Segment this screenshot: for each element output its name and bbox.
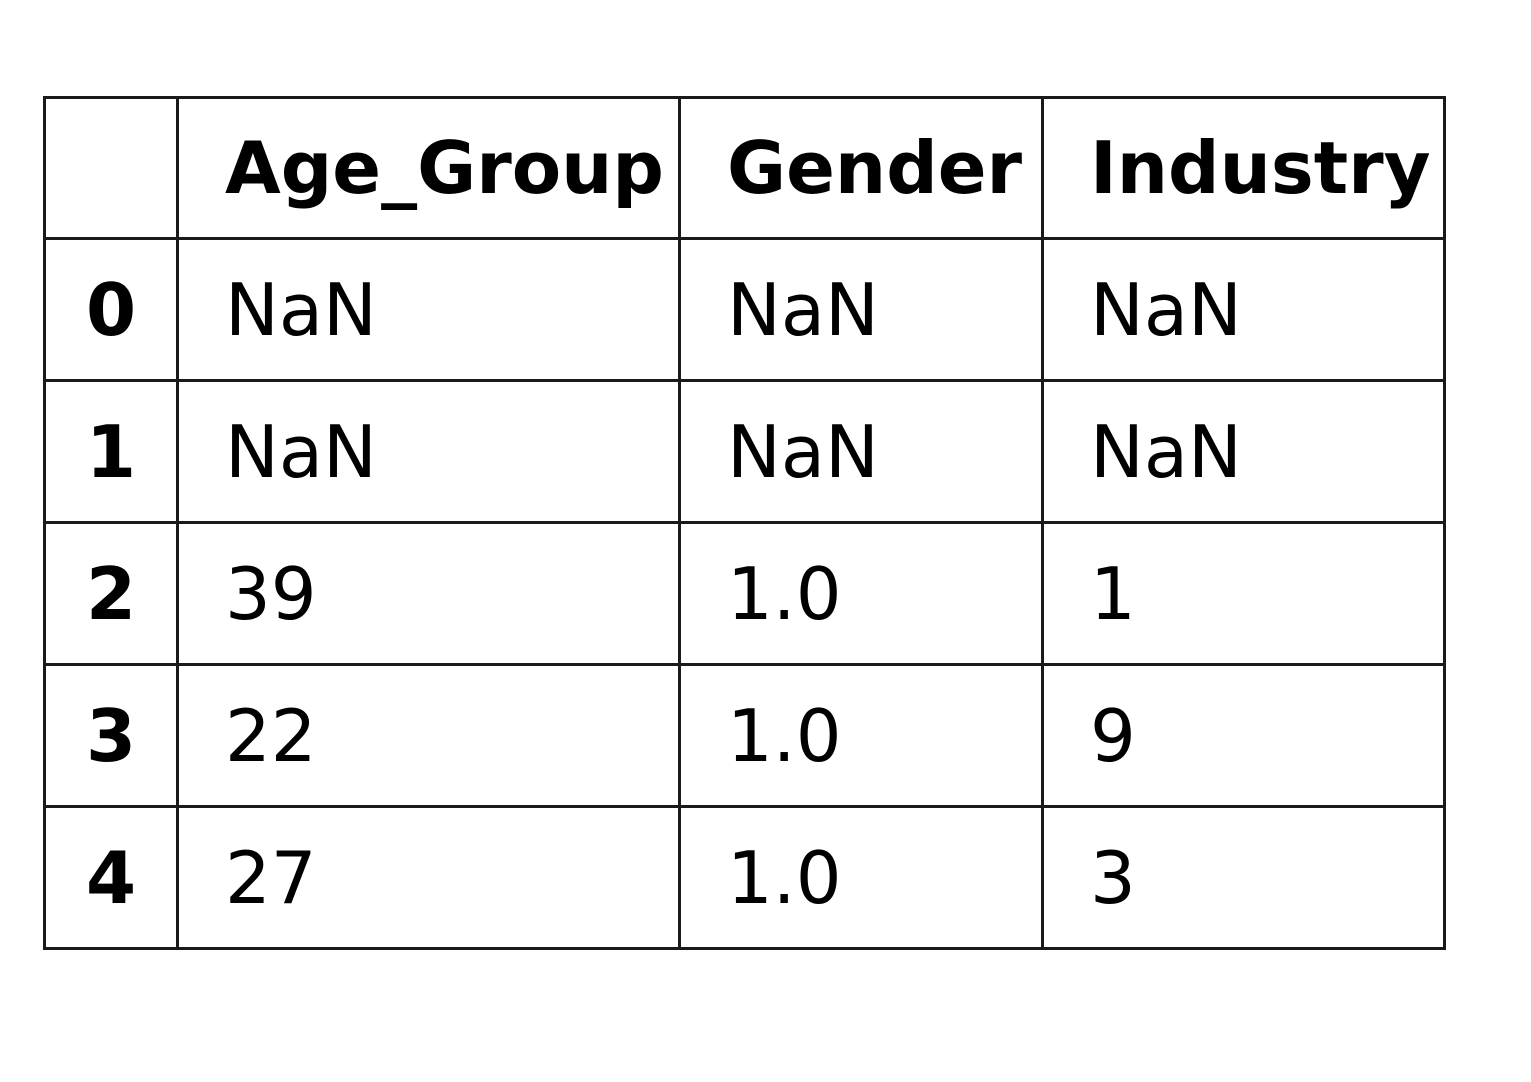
table-row: 4 27 1.0 3 [43, 805, 1446, 950]
cell-gender: 1.0 [678, 663, 1044, 808]
table-row: 0 NaN NaN NaN [43, 237, 1446, 382]
index-corner-cell [43, 96, 179, 240]
cell-age-group: NaN [176, 237, 681, 382]
cell-industry: 9 [1041, 663, 1446, 808]
column-header-age-group: Age_Group [176, 96, 681, 240]
table-row: 2 39 1.0 1 [43, 521, 1446, 666]
column-header-industry: Industry [1041, 96, 1446, 240]
cell-industry: NaN [1041, 379, 1446, 524]
dataframe-table: Age_Group Gender Industry 0 NaN NaN NaN … [43, 96, 1446, 950]
table-row: 1 NaN NaN NaN [43, 379, 1446, 524]
cell-gender: NaN [678, 237, 1044, 382]
cell-gender: 1.0 [678, 521, 1044, 666]
cell-age-group: 22 [176, 663, 681, 808]
row-index: 1 [43, 379, 179, 524]
row-index: 0 [43, 237, 179, 382]
table-row: 3 22 1.0 9 [43, 663, 1446, 808]
header-row: Age_Group Gender Industry [43, 96, 1446, 240]
cell-industry: 1 [1041, 521, 1446, 666]
cell-age-group: 39 [176, 521, 681, 666]
cell-industry: 3 [1041, 805, 1446, 950]
cell-age-group: 27 [176, 805, 681, 950]
table-header: Age_Group Gender Industry [43, 96, 1446, 240]
cell-gender: 1.0 [678, 805, 1044, 950]
row-index: 4 [43, 805, 179, 950]
column-header-gender: Gender [678, 96, 1044, 240]
row-index: 2 [43, 521, 179, 666]
cell-industry: NaN [1041, 237, 1446, 382]
cell-age-group: NaN [176, 379, 681, 524]
row-index: 3 [43, 663, 179, 808]
cell-gender: NaN [678, 379, 1044, 524]
table-body: 0 NaN NaN NaN 1 NaN NaN NaN 2 39 1.0 1 3… [43, 237, 1446, 950]
